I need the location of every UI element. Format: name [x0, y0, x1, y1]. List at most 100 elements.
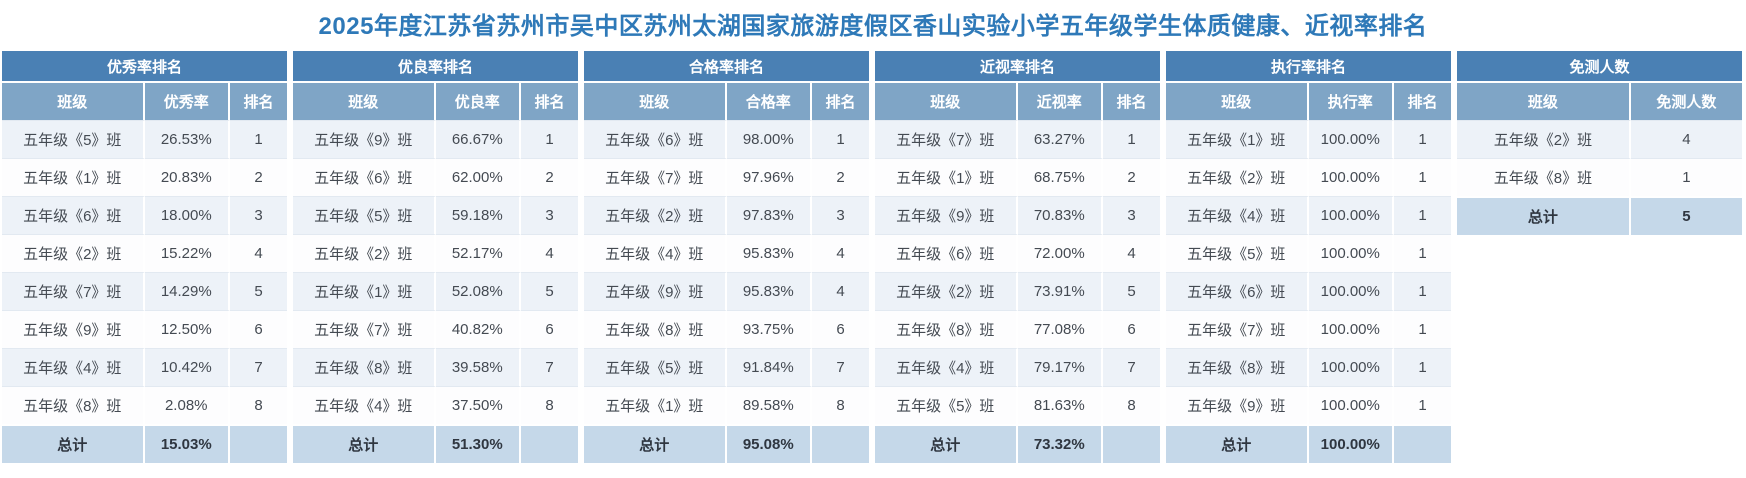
table-row: 五年级《5》班 100.00% 1 [1166, 234, 1451, 272]
cell-class: 五年级《8》班 [875, 310, 1018, 348]
cell-class: 五年级《5》班 [293, 196, 436, 234]
footer-value: 15.03% [144, 424, 230, 463]
cell-class: 五年级《1》班 [293, 272, 436, 310]
cell-value: 89.58% [726, 386, 812, 424]
footer-row: 总计 51.30% [293, 424, 578, 463]
table-row: 五年级《4》班 10.42% 7 [2, 348, 287, 386]
table-row: 五年级《1》班 100.00% 1 [1166, 120, 1451, 158]
cell-class: 五年级《7》班 [293, 310, 436, 348]
cell-value: 12.50% [144, 310, 230, 348]
cell-value: 73.91% [1017, 272, 1103, 310]
table-row: 五年级《2》班 15.22% 4 [2, 234, 287, 272]
cell-value: 39.58% [435, 348, 521, 386]
footer-row: 总计 15.03% [2, 424, 287, 463]
ranking-table-4: 执行率排名 班级 执行率 排名 五年级《1》班 100.00% 1 五年级《2》班 100.00… [1166, 51, 1451, 463]
cell-value: 100.00% [1308, 386, 1394, 424]
table-caption-row: 优秀率排名 [2, 51, 287, 83]
cell-rank: 2 [812, 158, 869, 196]
cell-class: 五年级《1》班 [584, 386, 727, 424]
cell-rank: 1 [1394, 158, 1451, 196]
table-row: 五年级《4》班 37.50% 8 [293, 386, 578, 424]
table-row: 五年级《2》班 100.00% 1 [1166, 158, 1451, 196]
cell-class: 五年级《4》班 [1166, 196, 1309, 234]
cell-value: 20.83% [144, 158, 230, 196]
cell-rank: 6 [230, 310, 287, 348]
table-row: 五年级《4》班 100.00% 1 [1166, 196, 1451, 234]
column-header-row: 班级 优秀率 排名 [2, 83, 287, 120]
table-title: 合格率排名 [584, 51, 869, 83]
cell-class: 五年级《8》班 [584, 310, 727, 348]
table-row: 五年级《5》班 81.63% 8 [875, 386, 1160, 424]
table-row: 五年级《6》班 72.00% 4 [875, 234, 1160, 272]
cell-class: 五年级《2》班 [1166, 158, 1309, 196]
footer-value: 100.00% [1308, 424, 1394, 463]
table-row: 五年级《5》班 91.84% 7 [584, 348, 869, 386]
cell-class: 五年级《7》班 [875, 120, 1018, 158]
footer-label: 总计 [1457, 196, 1631, 235]
cell-value: 100.00% [1308, 120, 1394, 158]
column-header: 排名 [1103, 83, 1160, 120]
cell-class: 五年级《1》班 [2, 158, 145, 196]
cell-class: 五年级《9》班 [1166, 386, 1309, 424]
cell-class: 五年级《7》班 [584, 158, 727, 196]
cell-value: 100.00% [1308, 272, 1394, 310]
cell-class: 五年级《6》班 [293, 158, 436, 196]
cell-value: 95.83% [726, 272, 812, 310]
footer-rank [521, 424, 578, 463]
cell-rank: 1 [230, 120, 287, 158]
table-row: 五年级《1》班 68.75% 2 [875, 158, 1160, 196]
cell-value: 66.67% [435, 120, 521, 158]
footer-value: 95.08% [726, 424, 812, 463]
cell-rank: 7 [812, 348, 869, 386]
table-row: 五年级《8》班 77.08% 6 [875, 310, 1160, 348]
cell-rank: 1 [1394, 272, 1451, 310]
footer-value: 51.30% [435, 424, 521, 463]
column-header: 班级 [1166, 83, 1309, 120]
column-header: 优良率 [435, 83, 521, 120]
cell-class: 五年级《9》班 [875, 196, 1018, 234]
column-header: 执行率 [1308, 83, 1394, 120]
cell-value: 2.08% [144, 386, 230, 424]
tables-row: 优秀率排名 班级 优秀率 排名 五年级《5》班 26.53% 1 五年级《1》班 20.83% 2… [0, 51, 1746, 463]
footer-rank [1103, 424, 1160, 463]
cell-value: 77.08% [1017, 310, 1103, 348]
table-title: 免测人数 [1457, 51, 1742, 83]
column-header: 近视率 [1017, 83, 1103, 120]
footer-rank [812, 424, 869, 463]
cell-rank: 1 [1394, 234, 1451, 272]
cell-rank: 4 [1103, 234, 1160, 272]
footer-row: 总计 95.08% [584, 424, 869, 463]
cell-rank: 5 [1103, 272, 1160, 310]
cell-value: 10.42% [144, 348, 230, 386]
cell-class: 五年级《6》班 [1166, 272, 1309, 310]
cell-value: 70.83% [1017, 196, 1103, 234]
cell-class: 五年级《4》班 [293, 386, 436, 424]
cell-class: 五年级《5》班 [1166, 234, 1309, 272]
column-header-row: 班级 优良率 排名 [293, 83, 578, 120]
column-header: 免测人数 [1630, 83, 1742, 120]
cell-rank: 1 [1394, 348, 1451, 386]
table-row: 五年级《2》班 73.91% 5 [875, 272, 1160, 310]
cell-value: 100.00% [1308, 234, 1394, 272]
cell-value: 18.00% [144, 196, 230, 234]
cell-rank: 4 [521, 234, 578, 272]
cell-class: 五年级《4》班 [584, 234, 727, 272]
cell-value: 40.82% [435, 310, 521, 348]
cell-value: 52.08% [435, 272, 521, 310]
cell-value: 100.00% [1308, 310, 1394, 348]
ranking-table-2: 合格率排名 班级 合格率 排名 五年级《6》班 98.00% 1 五年级《7》班 97.96% 2… [584, 51, 869, 463]
table-row: 五年级《5》班 59.18% 3 [293, 196, 578, 234]
table-row: 五年级《8》班 39.58% 7 [293, 348, 578, 386]
footer-rank [230, 424, 287, 463]
cell-class: 五年级《7》班 [1166, 310, 1309, 348]
footer-value: 73.32% [1017, 424, 1103, 463]
page-title: 2025年度江苏省苏州市吴中区苏州太湖国家旅游度假区香山实验小学五年级学生体质健… [318, 13, 1428, 40]
footer-label: 总计 [2, 424, 145, 463]
cell-rank: 1 [812, 120, 869, 158]
cell-rank: 1 [1394, 310, 1451, 348]
column-header: 排名 [812, 83, 869, 120]
cell-value: 95.83% [726, 234, 812, 272]
table-row: 五年级《6》班 98.00% 1 [584, 120, 869, 158]
column-header-row: 班级 合格率 排名 [584, 83, 869, 120]
table-row: 五年级《4》班 79.17% 7 [875, 348, 1160, 386]
